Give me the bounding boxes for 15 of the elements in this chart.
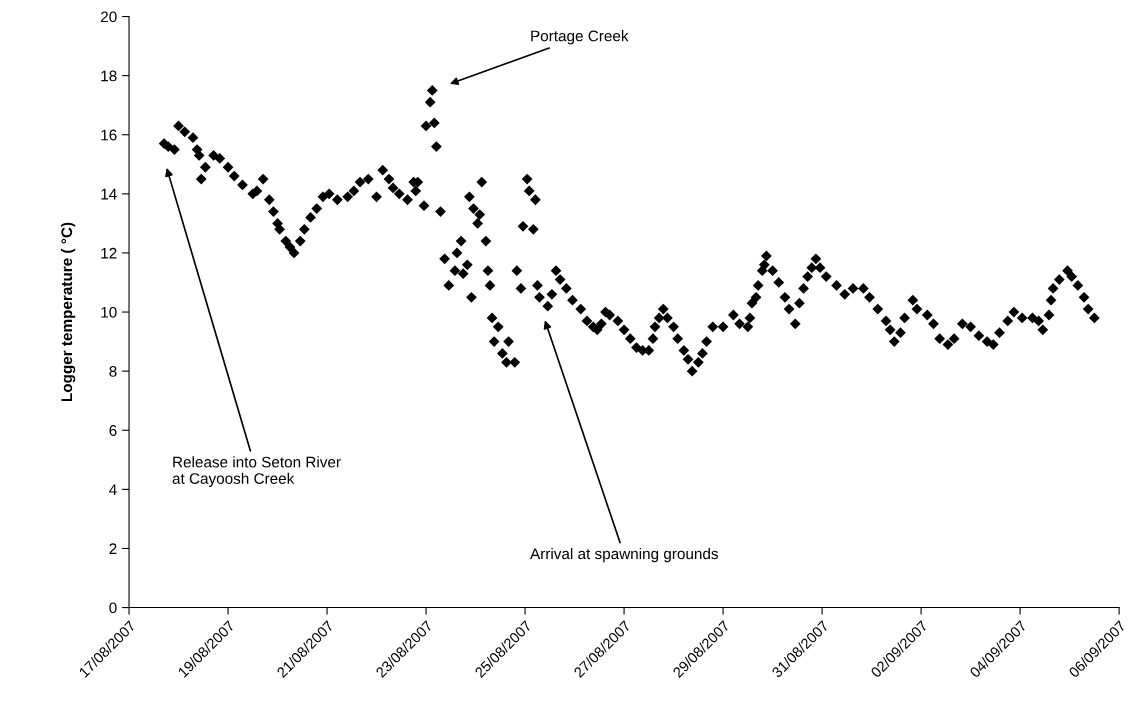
y-tick-label: 0 bbox=[109, 602, 117, 614]
y-tick-label: 4 bbox=[109, 484, 117, 495]
annotation: Portage Creek bbox=[531, 30, 629, 45]
annotation: Release into Seton River at Cayoosh Creek bbox=[172, 456, 341, 487]
y-tick-label: 12 bbox=[101, 247, 117, 259]
y-tick-label: 10 bbox=[101, 306, 117, 318]
y-tick-label: 8 bbox=[109, 366, 117, 377]
y-tick-label: 18 bbox=[101, 70, 117, 82]
y-tick-label: 6 bbox=[109, 425, 117, 436]
y-tick-label: 2 bbox=[109, 543, 117, 554]
y-tick-label: 20 bbox=[101, 11, 117, 23]
annotation: Arrival at spawning grounds bbox=[530, 547, 718, 563]
y-tick-label: 16 bbox=[101, 129, 117, 141]
y-axis-title: Logger temperature ( °C) bbox=[60, 222, 76, 402]
y-tick-label: 14 bbox=[101, 188, 117, 200]
